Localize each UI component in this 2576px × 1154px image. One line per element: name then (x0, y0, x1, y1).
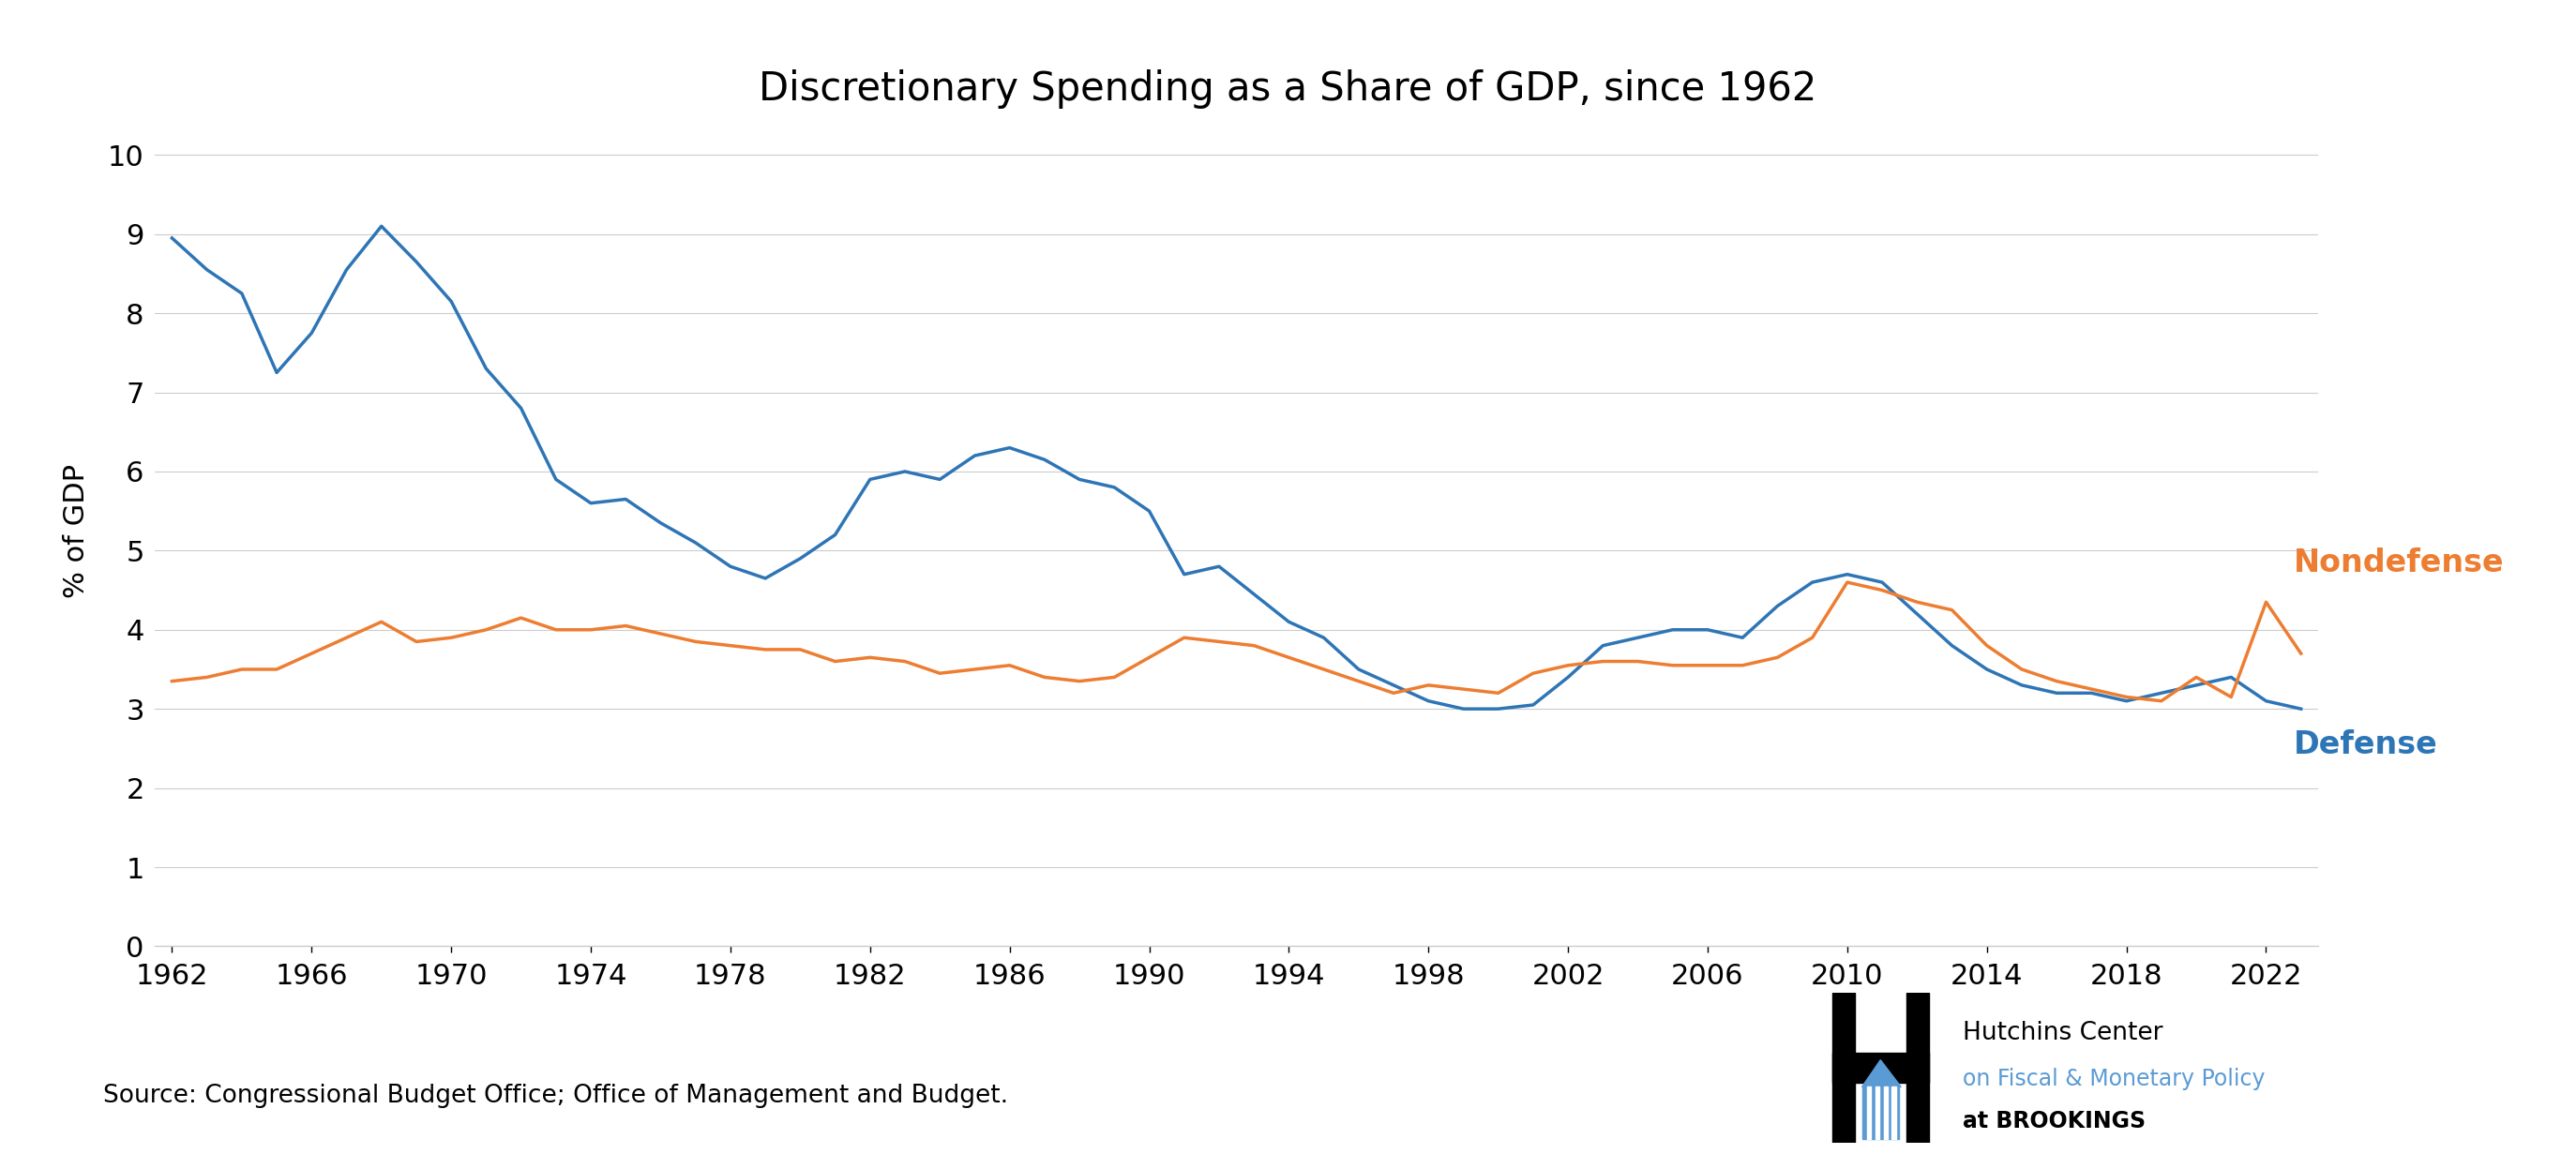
Text: Source: Congressional Budget Office; Office of Management and Budget.: Source: Congressional Budget Office; Off… (103, 1084, 1007, 1108)
Text: Defense: Defense (2295, 729, 2437, 760)
Polygon shape (1862, 1059, 1901, 1087)
Text: Hutchins Center: Hutchins Center (1963, 1021, 2164, 1046)
Text: Nondefense: Nondefense (2295, 547, 2504, 578)
Y-axis label: % of GDP: % of GDP (62, 464, 90, 598)
Bar (1883, 1087, 1888, 1139)
Text: at BROOKINGS: at BROOKINGS (1963, 1110, 2146, 1132)
Bar (1832, 1052, 1929, 1082)
Bar (1868, 1087, 1870, 1139)
Bar (1832, 992, 1855, 1142)
Text: on Fiscal & Monetary Policy: on Fiscal & Monetary Policy (1963, 1067, 2264, 1089)
Text: Discretionary Spending as a Share of GDP, since 1962: Discretionary Spending as a Share of GDP… (760, 69, 1816, 108)
Bar (1891, 1087, 1896, 1139)
Bar (1906, 992, 1929, 1142)
Bar (1875, 1087, 1880, 1139)
Bar (1862, 1087, 1899, 1139)
